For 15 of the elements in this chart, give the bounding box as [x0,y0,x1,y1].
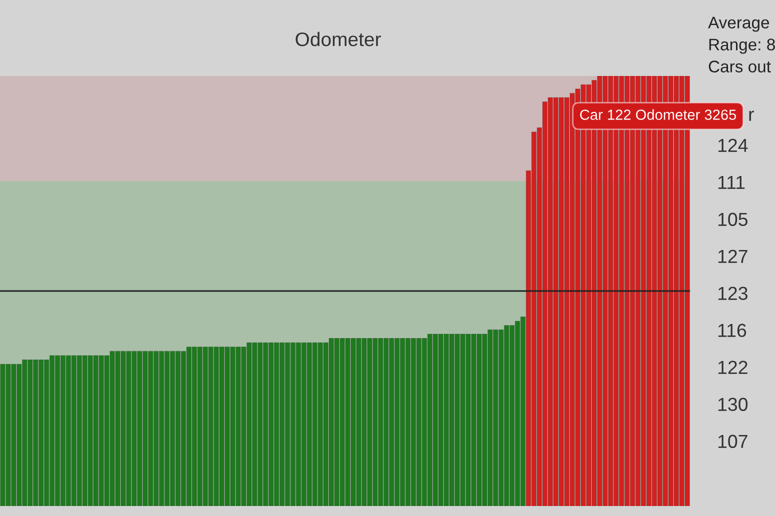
text: Cars out [708,60,771,72]
text: 127 [718,250,748,263]
text: 105 [718,212,748,226]
annotation: Car 122 Odometer 3265 [580,109,736,120]
text: Range: 8 [709,38,775,54]
text: 130 [718,398,748,412]
text: 107 [718,434,748,448]
text: r [749,110,754,121]
text: 111 [718,176,745,189]
chart-title: Odometer [296,32,381,46]
text: 123 [718,286,748,300]
text: 124 [718,138,748,152]
text: 122 [718,360,748,374]
text: 116 [718,324,746,338]
text: Average [708,16,770,32]
